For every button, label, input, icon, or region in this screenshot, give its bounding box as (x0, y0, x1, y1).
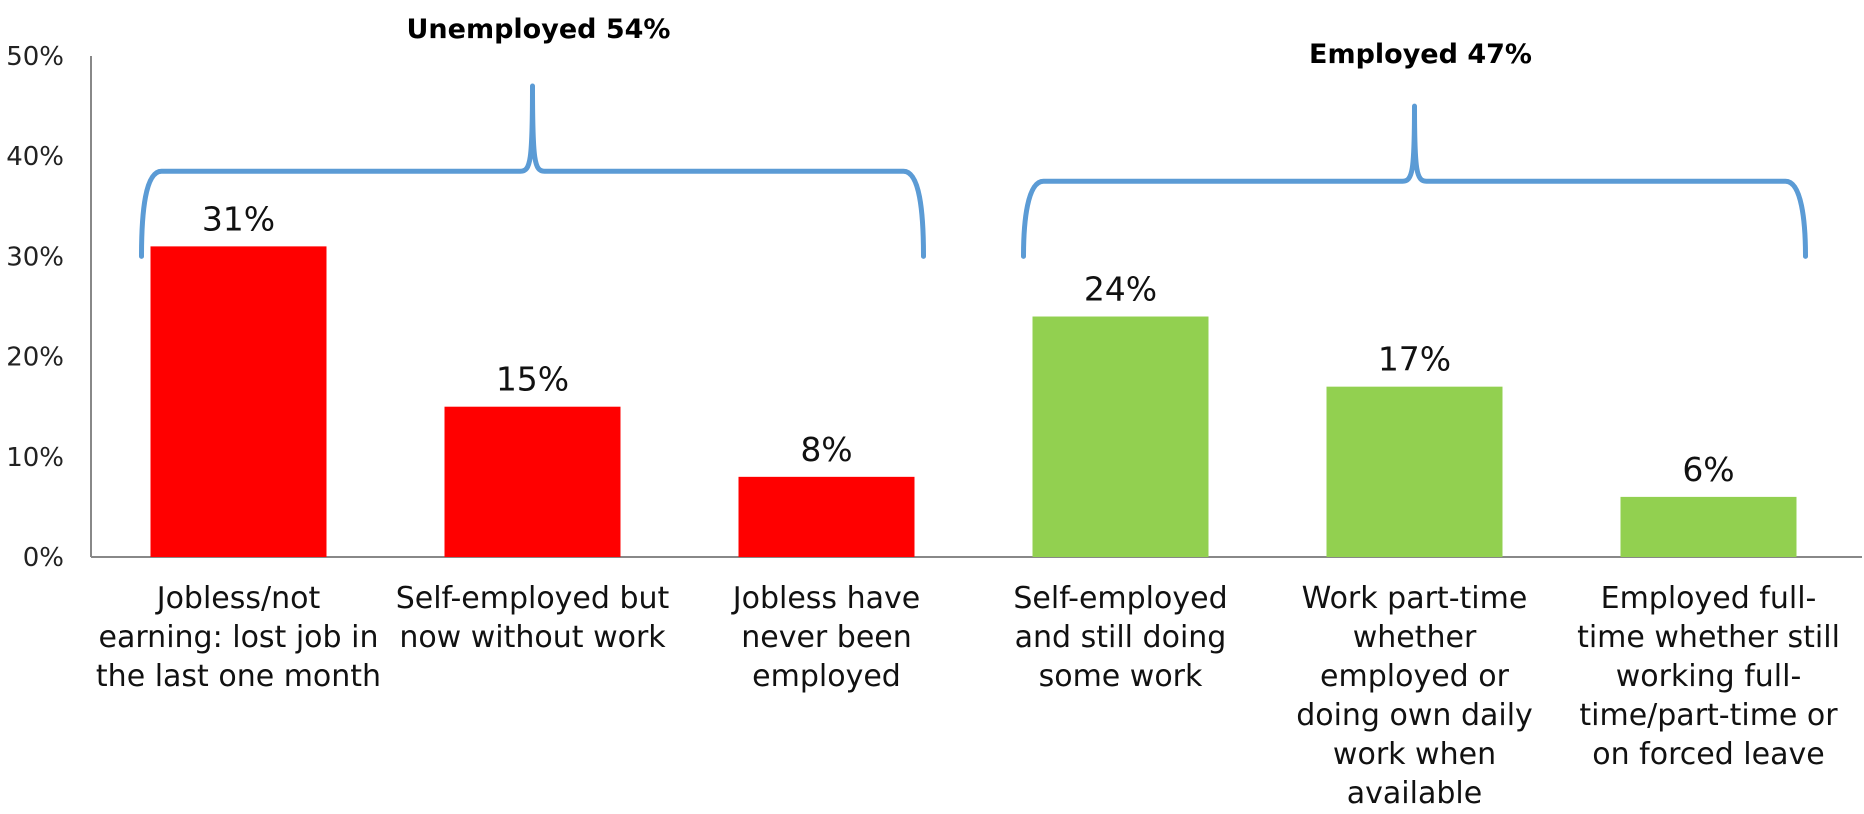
x-category-label: work when (1333, 737, 1496, 772)
y-tick-label: 10% (6, 443, 64, 473)
data-label: 15% (496, 360, 569, 399)
x-category-label: Employed full- (1601, 581, 1817, 616)
group-brace (1021, 103, 1808, 259)
x-category-label: on forced leave (1592, 737, 1824, 772)
bar (444, 406, 621, 557)
x-category-label: earning: lost job in (99, 620, 379, 655)
x-category-label: employed or (1320, 659, 1510, 694)
bar (1620, 496, 1797, 557)
x-category-label: and still doing (1015, 620, 1227, 655)
y-tick-label: 20% (6, 343, 64, 373)
x-category-label: Jobless have (731, 581, 920, 616)
data-label: 24% (1084, 270, 1157, 309)
data-label: 6% (1682, 450, 1734, 489)
x-category-label: doing own daily (1296, 698, 1533, 733)
x-category-label: Work part-time (1302, 581, 1528, 616)
bar (150, 246, 327, 557)
y-tick-label: 30% (6, 242, 64, 272)
x-category-label: time/part-time or (1579, 698, 1838, 733)
group-label: Employed 47% (1309, 39, 1532, 70)
group-label: Unemployed 54% (407, 14, 671, 45)
group-brace (139, 83, 926, 259)
x-category-label: Jobless/not (155, 581, 321, 616)
bar (738, 476, 915, 557)
data-label: 17% (1378, 340, 1451, 379)
x-category-label: Self-employed (1013, 581, 1227, 616)
x-category-label: Self-employed but (396, 581, 670, 616)
data-label: 31% (202, 199, 275, 238)
x-category-label: never been (741, 620, 912, 655)
data-label: 8% (800, 430, 852, 469)
bar (1032, 316, 1209, 557)
bar (1326, 386, 1503, 557)
x-category-label: the last one month (96, 659, 381, 694)
x-category-label: working full- (1616, 659, 1802, 694)
y-tick-label: 50% (6, 42, 64, 72)
x-category-label: some work (1039, 659, 1203, 694)
x-category-label: time whether still (1577, 620, 1840, 655)
x-category-label: available (1347, 776, 1482, 811)
x-category-label: whether (1353, 620, 1477, 655)
x-category-label: now without work (399, 620, 666, 655)
y-tick-label: 40% (6, 142, 64, 172)
x-category-label: employed (752, 659, 901, 694)
y-tick-label: 0% (23, 543, 64, 573)
